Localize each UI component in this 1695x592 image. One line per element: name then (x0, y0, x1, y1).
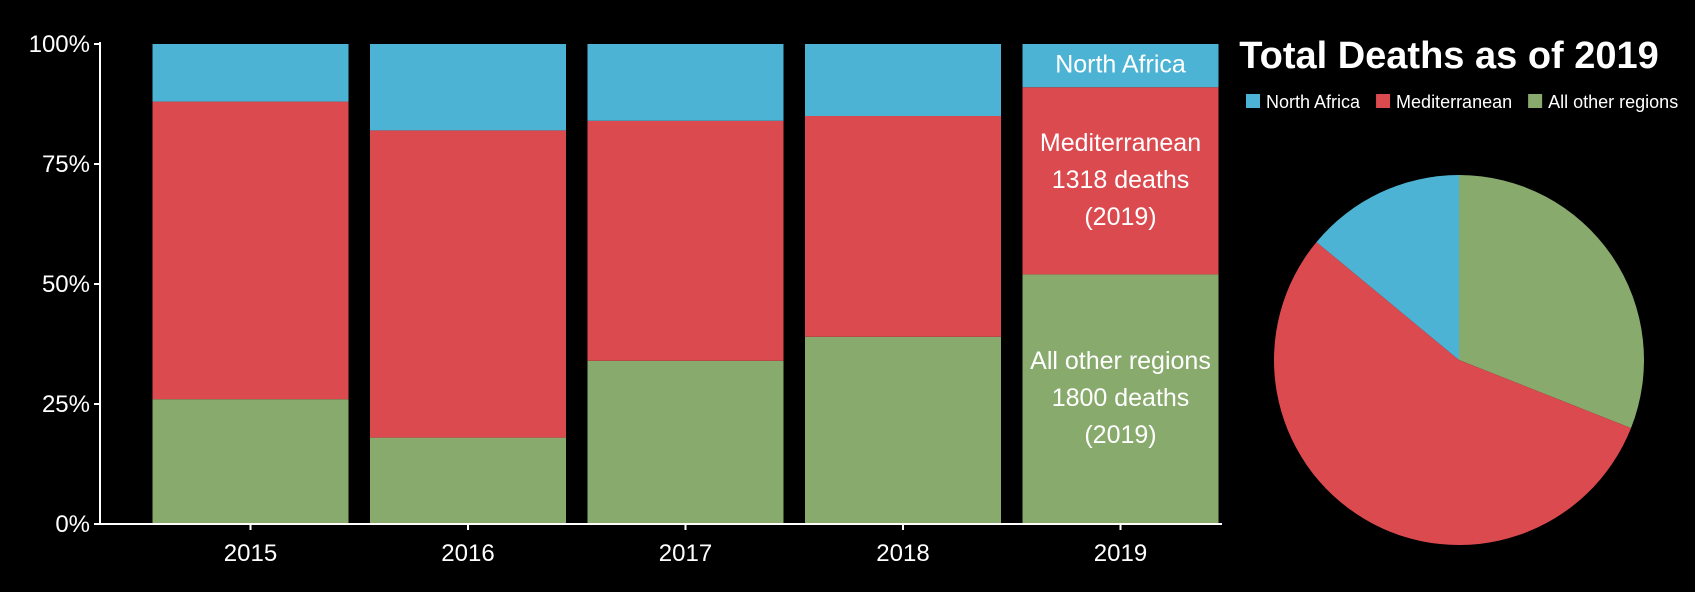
bar-segment-all-other-regions-2015 (152, 399, 349, 524)
bar-segment-mediterranean-2018 (805, 116, 1001, 337)
y-tick-label: 75% (42, 151, 90, 178)
bar-annotation-mediterranean: Mediterranean 1318 deaths (2019) (1040, 128, 1201, 230)
bar-segment-north-africa-2018 (805, 44, 1001, 116)
bar-segment-all-other-regions-2017 (587, 360, 784, 524)
y-tick-label: 0% (55, 511, 90, 538)
legend-swatch-all-other-regions (1528, 94, 1543, 108)
legend-swatch-north-africa (1246, 94, 1260, 108)
bar-segment-mediterranean-2017 (587, 120, 784, 361)
bar-segment-north-africa-2015 (152, 44, 349, 102)
pie-chart: Total Deaths as of 2019 North Africa Medi… (1239, 35, 1678, 546)
pie-legend: North Africa Mediterranean All other regio… (1246, 92, 1678, 112)
pie-slice-north-africa (1316, 175, 1459, 360)
bar-annotation-north-africa: North Africa (1055, 50, 1186, 78)
bar-segment-mediterranean-2019 (1022, 87, 1219, 275)
x-tick-label: 2016 (441, 540, 494, 567)
x-tick-label: 2015 (224, 540, 277, 567)
bar-segment-mediterranean-2016 (370, 130, 566, 438)
legend-label-mediterranean: Mediterranean (1396, 92, 1512, 112)
stacked-bar-chart: North Africa Mediterranean 1318 deaths (201… (29, 31, 1222, 567)
x-tick-label: 2019 (1094, 540, 1147, 567)
bar-segment-north-africa-2019 (1022, 44, 1219, 88)
y-tick-label: 50% (42, 271, 90, 298)
x-tick-label: 2017 (659, 540, 712, 567)
bar-segment-all-other-regions-2019 (1022, 274, 1219, 524)
pie-slice-mediterranean (1273, 242, 1632, 546)
x-tick-label: 2018 (876, 540, 929, 567)
legend-label-north-africa: North Africa (1266, 92, 1361, 112)
bar-segment-all-other-regions-2018 (805, 336, 1001, 524)
y-tick-label: 100% (29, 31, 90, 58)
pie-slice-all-other-regions (1459, 175, 1645, 429)
legend-swatch-mediterranean (1376, 94, 1391, 108)
bar-segment-mediterranean-2015 (152, 101, 349, 400)
pie-chart-title: Total Deaths as of 2019 (1239, 35, 1659, 77)
bar-segment-all-other-regions-2016 (370, 437, 566, 524)
legend-label-all-other-regions: All other regions (1548, 92, 1678, 112)
bar-segment-north-africa-2016 (370, 44, 566, 131)
y-tick-label: 25% (42, 391, 90, 418)
bar-segment-north-africa-2017 (587, 44, 784, 121)
bar-annotation-all-other-regions: All other regions 1800 deaths (2019) (1030, 347, 1211, 449)
